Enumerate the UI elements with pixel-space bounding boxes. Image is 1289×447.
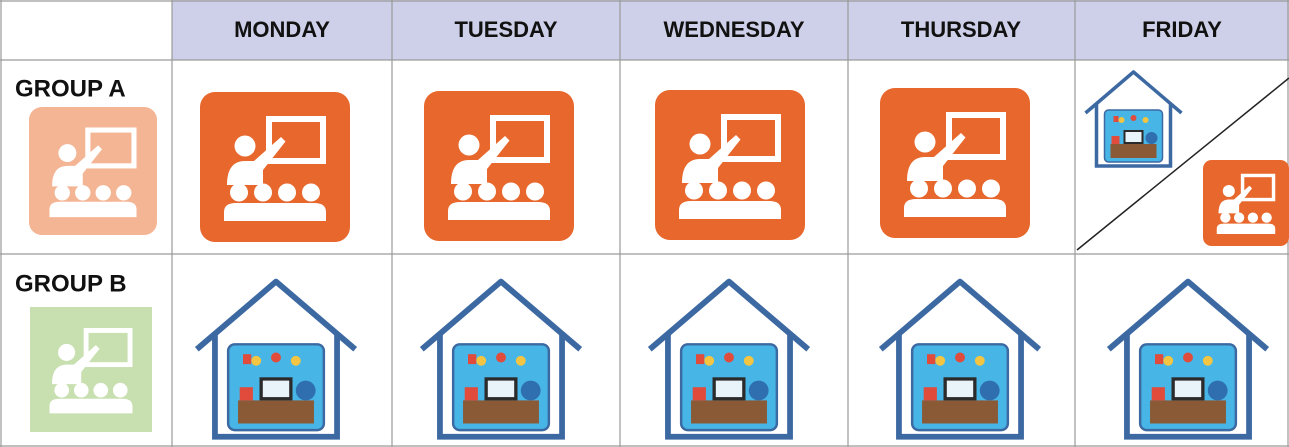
home-icon	[650, 282, 808, 437]
day-header: WEDNESDAY	[664, 17, 805, 42]
classroom-icon	[1203, 160, 1289, 246]
header-background	[172, 0, 1289, 60]
home-icon	[881, 282, 1039, 437]
day-header: FRIDAY	[1142, 17, 1222, 42]
classroom-icon	[880, 88, 1030, 238]
day-header: THURSDAY	[901, 17, 1022, 42]
group-a-icon	[29, 107, 157, 235]
home-icon	[197, 282, 355, 437]
classroom-icon	[655, 90, 805, 240]
day-header: MONDAY	[234, 17, 330, 42]
home-icon	[422, 282, 580, 437]
classroom-icon	[200, 92, 350, 242]
day-header: TUESDAY	[454, 17, 557, 42]
group-label: GROUP A	[15, 75, 126, 102]
group-label: GROUP B	[15, 270, 127, 297]
classroom-icon	[424, 91, 574, 241]
split-diagonal	[1076, 77, 1289, 251]
home-icon	[1109, 282, 1267, 437]
home-icon	[1083, 70, 1184, 168]
group-b-icon	[30, 309, 152, 431]
